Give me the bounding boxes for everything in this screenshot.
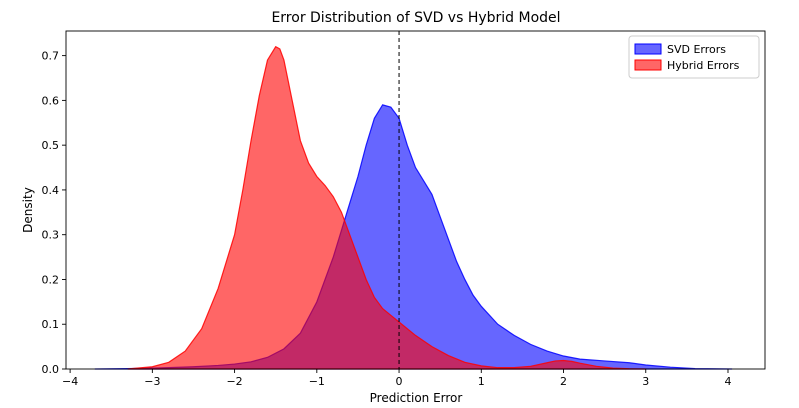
y-tick-label: 0.5 (42, 139, 60, 152)
x-tick-label: 4 (724, 375, 731, 388)
plot-frame (65, 30, 766, 370)
y-tick-label: 0.4 (42, 184, 60, 197)
y-tick-label: 0.2 (42, 273, 60, 286)
x-tick-label: −2 (226, 375, 242, 388)
y-tick-label: 0.6 (42, 94, 60, 107)
x-axis-label: Prediction Error (370, 391, 463, 404)
y-tick-label: 0.3 (42, 229, 60, 242)
y-tick-label: 0.1 (42, 318, 60, 331)
y-tick-label: 0.7 (42, 50, 60, 63)
chart-title: Error Distribution of SVD vs Hybrid Mode… (271, 10, 560, 26)
x-tick-label: 0 (396, 375, 403, 388)
x-tick-label: −3 (144, 375, 160, 388)
y-axis-ticks: 0.0 0.1 0.2 0.3 0.4 0.5 0.6 0.7 (42, 50, 66, 376)
series-area-hybrid-errors (127, 45, 646, 370)
legend-label: Hybrid Errors (667, 59, 740, 72)
x-tick-label: 2 (560, 375, 567, 388)
legend-swatch (634, 43, 662, 55)
x-tick-label: 1 (478, 375, 485, 388)
x-axis-ticks: −4 −3 −2 −1 0 1 2 3 4 (62, 369, 731, 388)
legend-swatch (634, 59, 662, 71)
x-tick-label: −4 (62, 375, 78, 388)
y-tick-label: 0.0 (42, 363, 60, 376)
legend-label: SVD Errors (667, 43, 726, 56)
y-axis-label: Density (21, 187, 35, 233)
x-tick-label: −1 (309, 375, 325, 388)
series-layer (94, 45, 733, 370)
x-tick-label: 3 (642, 375, 649, 388)
legend: SVD Errors Hybrid Errors (628, 35, 760, 79)
